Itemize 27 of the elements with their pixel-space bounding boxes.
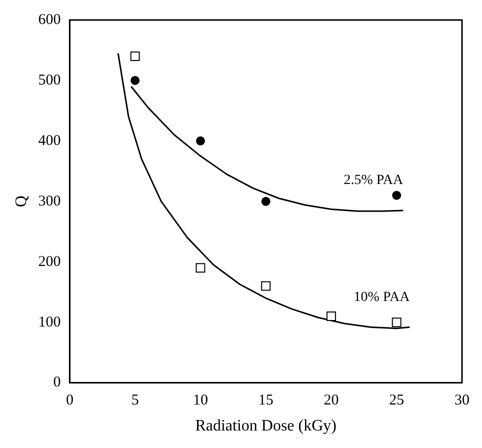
point bbox=[326, 312, 336, 322]
y-axis-title: Q bbox=[12, 195, 30, 208]
series-label: 10% PAA bbox=[354, 290, 411, 305]
x-tick-label: 25 bbox=[389, 392, 404, 409]
y-tick-label: 100 bbox=[38, 314, 61, 330]
point bbox=[392, 318, 402, 328]
y-tick-label: 0 bbox=[53, 374, 61, 391]
point bbox=[196, 136, 205, 146]
point bbox=[392, 190, 402, 200]
y-tick-label: 600 bbox=[38, 12, 61, 28]
point bbox=[130, 52, 140, 62]
series-label: 2.5% PAA bbox=[344, 173, 404, 188]
x-tick-label: 20 bbox=[324, 392, 339, 409]
x-tick-label: 30 bbox=[454, 392, 470, 409]
y-tick-label: 400 bbox=[38, 132, 61, 149]
x-tick-label: 15 bbox=[258, 392, 274, 409]
y-tick-label: 200 bbox=[38, 254, 61, 270]
point bbox=[130, 76, 140, 85]
x-tick-label: 0 bbox=[66, 392, 74, 409]
y-tick-label: 500 bbox=[38, 72, 61, 88]
y-tick-label: 300 bbox=[38, 193, 61, 210]
point bbox=[261, 196, 270, 206]
x-tick-label: 5 bbox=[131, 392, 139, 409]
x-axis-title: Radiation Dose (kGy) bbox=[195, 418, 337, 435]
point bbox=[196, 263, 206, 273]
x-tick-label: 10 bbox=[192, 392, 208, 409]
point bbox=[261, 281, 271, 291]
